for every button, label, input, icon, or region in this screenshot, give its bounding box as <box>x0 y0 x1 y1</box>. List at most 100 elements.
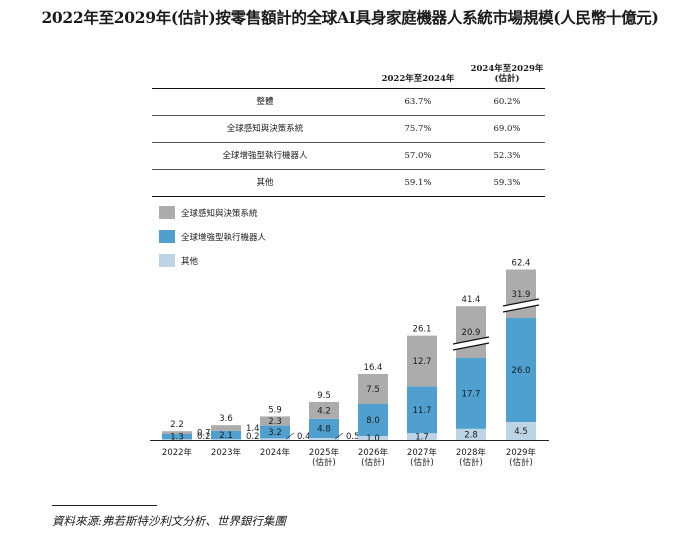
leader-line <box>334 432 344 440</box>
cagr-2024-2029-value: 52.3% <box>493 151 521 161</box>
legend-swatch <box>159 254 175 267</box>
x-tick-label: 2022年 <box>162 447 193 458</box>
table-row-label: 全球感知與決策系統 <box>226 124 304 134</box>
bar-value-label-execution-robot: 3.2 <box>268 428 282 438</box>
cagr-table: 2022年至2024年 2024年至2029年 (估計) 整體 63.7% 60.2… <box>152 58 545 197</box>
leader-line <box>285 432 295 440</box>
bar-segment-other <box>211 439 241 440</box>
table-row: 其他 59.1% 59.3% <box>152 170 545 197</box>
bar-value-label-other: 0.2 <box>246 432 260 442</box>
bar-value-label-execution-robot: 26.0 <box>512 366 531 376</box>
x-tick-label: (估計) <box>410 457 434 468</box>
axis-break-line <box>502 298 540 307</box>
bar-segment-perception-decision <box>456 306 486 358</box>
bar-total-label: 2.2 <box>170 420 184 430</box>
bar-value-label-perception-decision: 31.9 <box>512 290 531 300</box>
legend-swatch <box>159 230 175 243</box>
bar-segment-other <box>407 433 437 440</box>
bar-segment-execution-robot <box>162 434 192 440</box>
cagr-2022-2024-value: 59.1% <box>404 178 432 188</box>
legend-label: 全球增強型執行機器人 <box>181 232 267 243</box>
bar-value-label-execution-robot: 8.0 <box>366 416 380 426</box>
bar-segment-other <box>260 438 290 440</box>
cagr-2024-2029-value: 60.2% <box>493 97 521 107</box>
bar-total-label: 16.4 <box>364 363 383 373</box>
chart-title: 2022年至2029年(估計)按零售額計的全球AI具身家庭機器人系統市場規模(人… <box>41 8 659 27</box>
bar-value-label-execution-robot: 4.8 <box>317 424 331 434</box>
bar-segment-execution-robot <box>260 425 290 439</box>
bar-segment-other <box>506 422 536 440</box>
axis-break-line <box>502 304 540 313</box>
bar-value-label-perception-decision: 1.4 <box>246 424 260 434</box>
bar-segment-perception-decision <box>260 416 290 426</box>
bar-segment-execution-robot <box>456 358 486 429</box>
x-tick-label: 2027年 <box>407 447 438 458</box>
cagr-header-2022-2024: 2022年至2024年 <box>381 74 455 84</box>
x-tick-label: (估計) <box>361 457 385 468</box>
cagr-table-header: 2022年至2024年 2024年至2029年 (估計) <box>152 58 545 89</box>
bar-value-label-other: 0.5 <box>346 432 360 442</box>
cagr-2022-2024-value: 75.7% <box>404 124 432 134</box>
table-row-label: 整體 <box>256 97 274 107</box>
legend-label: 全球感知與決策系統 <box>181 208 258 219</box>
cagr-table-body: 整體 63.7% 60.2% 全球感知與決策系統 75.7% 69.0% 全球增強型執行機器… <box>152 89 545 197</box>
bar-segment-execution-robot <box>506 318 536 422</box>
bar-segment-execution-robot <box>358 404 388 436</box>
bar-value-label-execution-robot: 11.7 <box>413 406 432 416</box>
bar-segment-other <box>309 438 339 440</box>
bar-segment-execution-robot <box>211 430 241 440</box>
x-tick-label: (估計) <box>509 457 533 468</box>
source-note: 資料來源:弗若斯特沙利文分析、世界銀行集團 <box>52 514 286 528</box>
bar-value-label-perception-decision: 7.5 <box>366 385 380 395</box>
x-tick-label: 2028年 <box>456 447 487 458</box>
x-tick-label: 2023年 <box>211 447 242 458</box>
bar-total-label: 5.9 <box>268 405 282 415</box>
axis-break-gap <box>453 337 489 350</box>
table-row-label: 全球增強型執行機器人 <box>222 151 308 161</box>
cagr-2024-2029-value: 59.3% <box>493 178 521 188</box>
table-row-label: 其他 <box>256 178 274 188</box>
table-row: 全球感知與決策系統 75.7% 69.0% <box>152 116 545 143</box>
bar-segment-perception-decision <box>309 402 339 419</box>
x-tick-label: 2025年 <box>309 447 340 458</box>
bar-segment-perception-decision <box>407 335 437 387</box>
bar-value-label-other: 2.8 <box>464 430 478 440</box>
bar-total-label: 62.4 <box>512 259 531 269</box>
table-row: 全球增強型執行機器人 57.0% 52.3% <box>152 143 545 170</box>
bar-value-label-perception-decision: 2.3 <box>268 417 282 427</box>
bar-segment-execution-robot <box>309 418 339 438</box>
axis-break-line <box>452 342 490 351</box>
bar-segment-other <box>358 436 388 440</box>
bar-total-label: 41.4 <box>462 295 481 305</box>
source-divider <box>52 505 157 506</box>
bar-value-label-execution-robot: 17.7 <box>462 389 481 399</box>
bar-value-label-perception-decision: 0.7 <box>197 429 211 439</box>
bar-total-label: 9.5 <box>317 391 331 401</box>
bar-value-label-other: 1.7 <box>415 433 429 443</box>
bar-value-label-execution-robot: 2.1 <box>219 431 233 441</box>
cagr-2022-2024-value: 57.0% <box>404 151 432 161</box>
cagr-2024-2029-value: 69.0% <box>493 124 521 134</box>
bar-value-label-perception-decision: 20.9 <box>462 328 481 338</box>
bar-segment-perception-decision <box>162 431 192 434</box>
legend-swatch <box>159 206 175 219</box>
bar-value-label-perception-decision: 4.2 <box>317 406 331 416</box>
bar-segment-perception-decision <box>358 374 388 404</box>
bar-value-label-other: 0.2 <box>197 432 211 442</box>
x-tick-label: 2024年 <box>260 447 291 458</box>
bar-segment-execution-robot <box>407 386 437 434</box>
x-tick-label: 2026年 <box>358 447 389 458</box>
x-tick-label: 2029年 <box>506 447 537 458</box>
bar-value-label-other: 4.5 <box>514 427 528 437</box>
x-tick-label: (估計) <box>312 457 336 468</box>
bar-value-label-other: 1.0 <box>366 434 380 444</box>
bar-segment-perception-decision <box>211 425 241 431</box>
table-row: 整體 63.7% 60.2% <box>152 89 545 116</box>
x-tick-label: (估計) <box>459 457 483 468</box>
legend-label: 其他 <box>181 256 199 267</box>
axis-break-line <box>452 336 490 345</box>
cagr-header-2024-2029: 2024年至2029年 (估計) <box>470 64 544 84</box>
bar-value-label-execution-robot: 1.3 <box>170 433 184 443</box>
bar-segment-other <box>456 428 486 440</box>
